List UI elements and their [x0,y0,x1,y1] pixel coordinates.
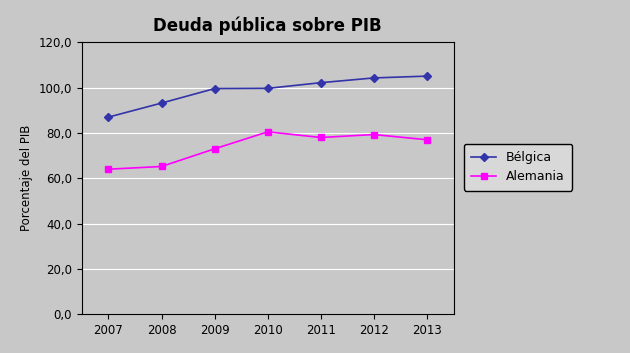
Alemania [317,136,324,140]
Bélgica [317,80,324,85]
Line: Bélgica: Bélgica [106,73,430,120]
Y-axis label: Porcentaje del PIB: Porcentaje del PIB [20,125,33,232]
Legend: Bélgica, Alemania: Bélgica, Alemania [464,144,572,191]
Alemania [370,132,378,137]
Line: Alemania: Alemania [105,128,430,173]
Alemania [158,164,165,169]
Bélgica [370,76,378,80]
Alemania [264,130,272,134]
Bélgica [264,86,272,90]
Alemania [105,167,112,171]
Bélgica [211,86,219,91]
Bélgica [105,115,112,119]
Title: Deuda pública sobre PIB: Deuda pública sobre PIB [154,17,382,35]
Alemania [423,138,431,142]
Alemania [211,147,219,151]
Bélgica [423,74,431,78]
Bélgica [158,101,165,105]
